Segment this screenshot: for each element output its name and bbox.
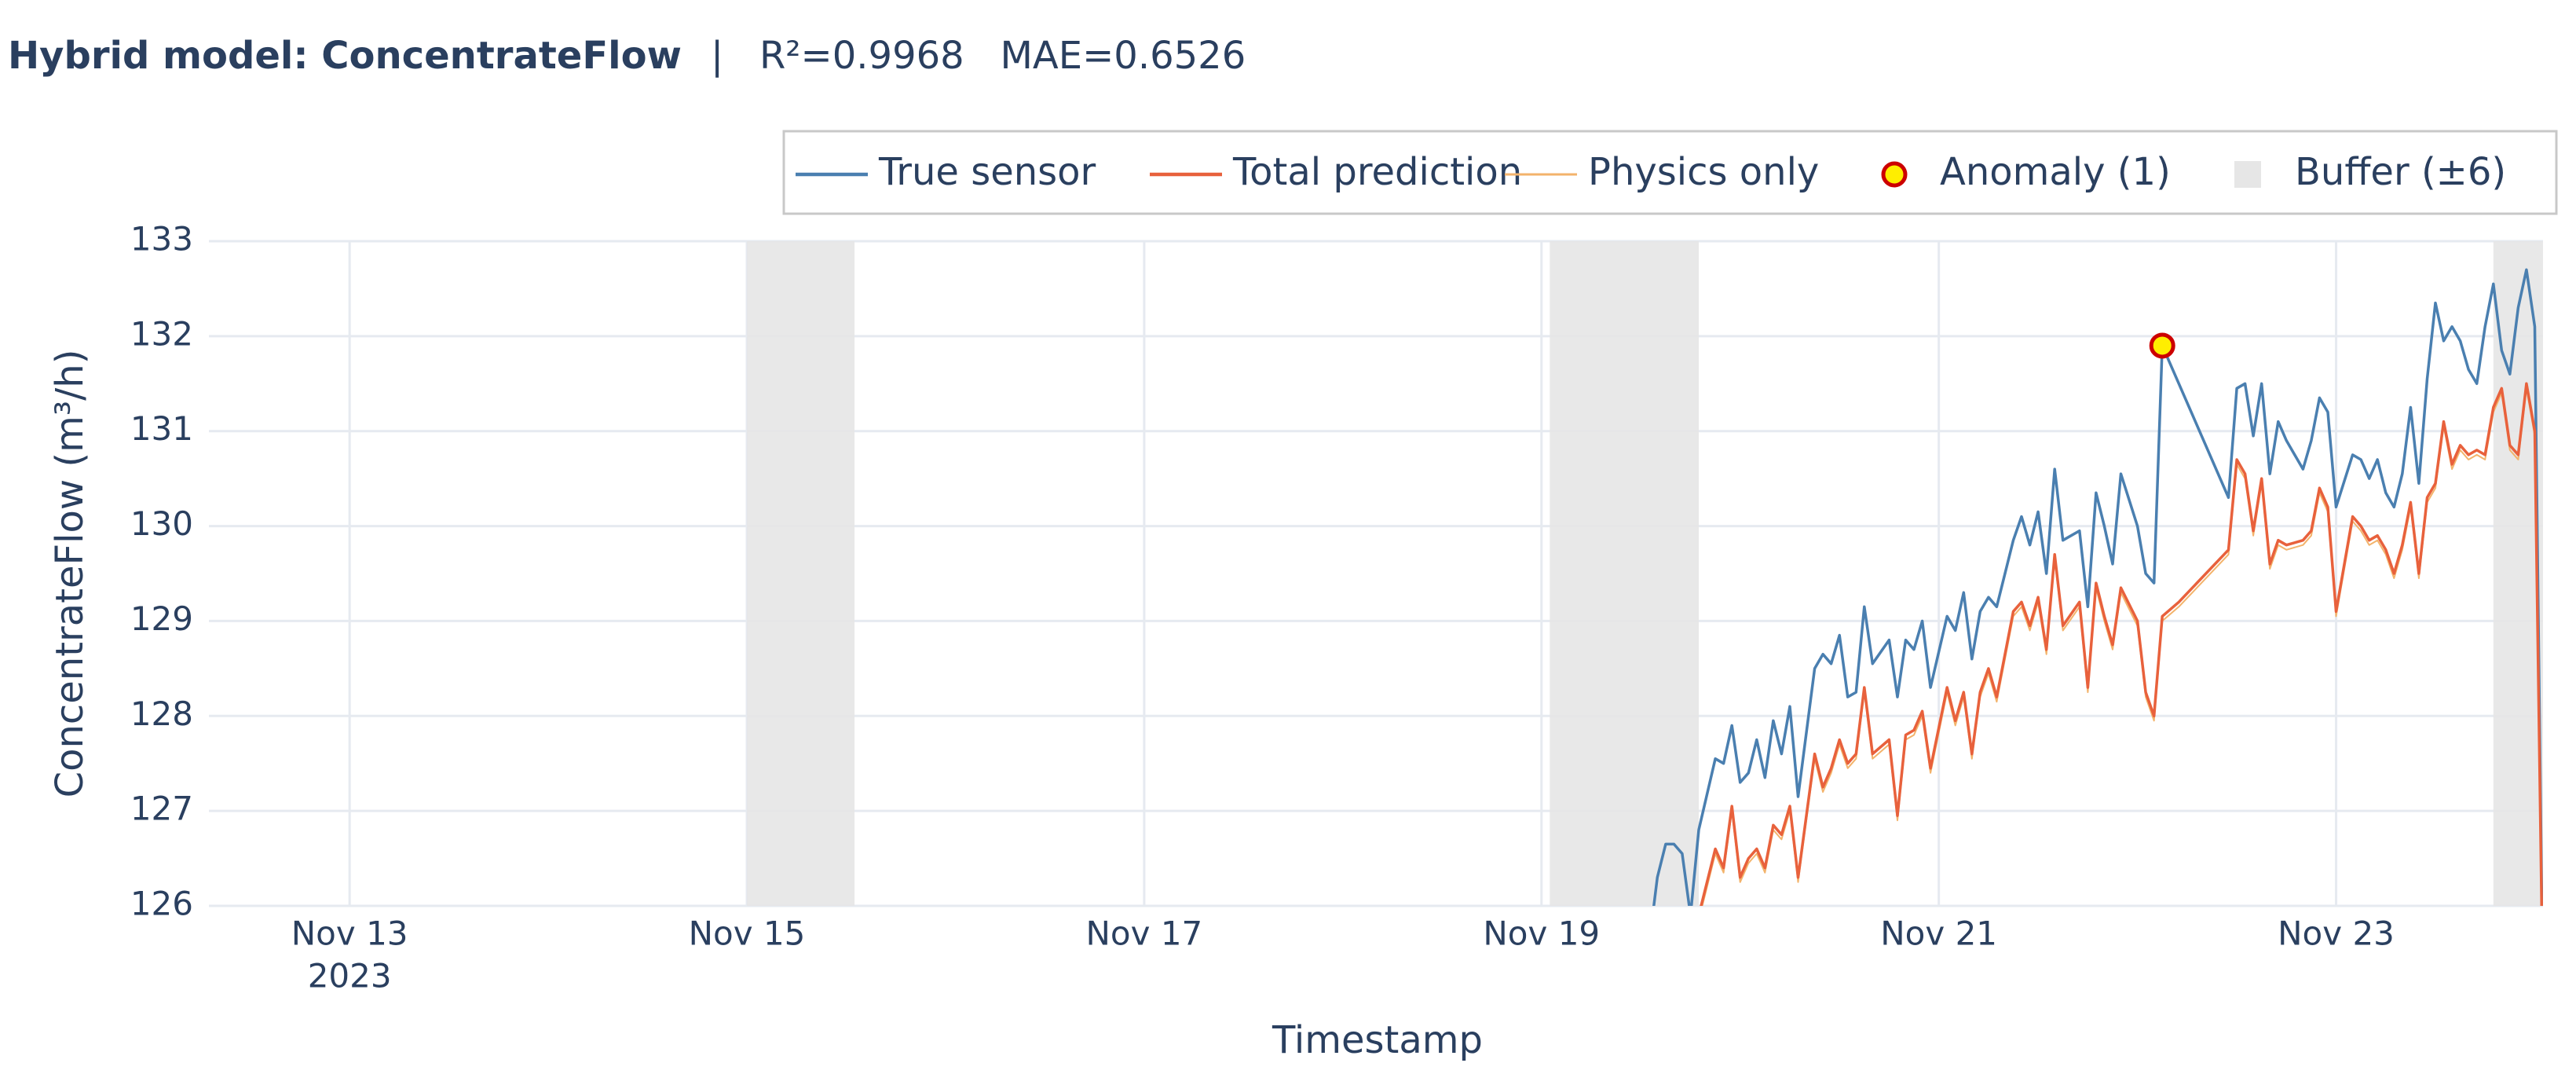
series-line	[1652, 268, 2543, 906]
legend-label: Total prediction	[1232, 150, 1522, 194]
legend-marker	[1881, 161, 1908, 188]
legend-label: Anomaly (1)	[1940, 150, 2171, 194]
y-tick-label: 133	[130, 220, 193, 258]
y-tick-label: 131	[130, 409, 193, 448]
y-tick-label: 130	[130, 504, 193, 543]
buffer-region	[747, 241, 855, 906]
chart-title: Hybrid model: ConcentrateFlow	[8, 34, 682, 78]
legend-swatch	[2234, 161, 2261, 188]
x-tick-year: 2023	[308, 957, 392, 995]
x-tick-label: Nov 13	[291, 915, 408, 953]
chart-subtitle: | R²=0.9968 MAE=0.6526	[711, 34, 1246, 78]
x-tick-label: Nov 17	[1086, 915, 1203, 953]
x-tick-label: Nov 15	[689, 915, 806, 953]
y-tick-label: 129	[130, 599, 193, 638]
x-axis-title: Timestamp	[1272, 1018, 1483, 1062]
legend-label: True sensor	[878, 150, 1096, 194]
y-tick-label: 127	[130, 790, 193, 828]
x-tick-label: Nov 21	[1880, 915, 1997, 953]
x-tick-label: Nov 23	[2278, 915, 2395, 953]
series-line	[1700, 382, 2543, 906]
x-tick-label: Nov 19	[1483, 915, 1600, 953]
y-tick-label: 126	[130, 885, 193, 923]
series-line	[1701, 387, 2543, 906]
legend-label: Physics only	[1588, 150, 1819, 194]
anomaly-marker	[2149, 332, 2175, 359]
y-tick-label: 128	[130, 695, 193, 733]
y-axis-title: ConcentrateFlow (m³/h)	[48, 350, 92, 798]
legend-label: Buffer (±6)	[2295, 150, 2506, 194]
y-tick-label: 132	[130, 314, 193, 353]
buffer-region	[1550, 241, 1700, 906]
